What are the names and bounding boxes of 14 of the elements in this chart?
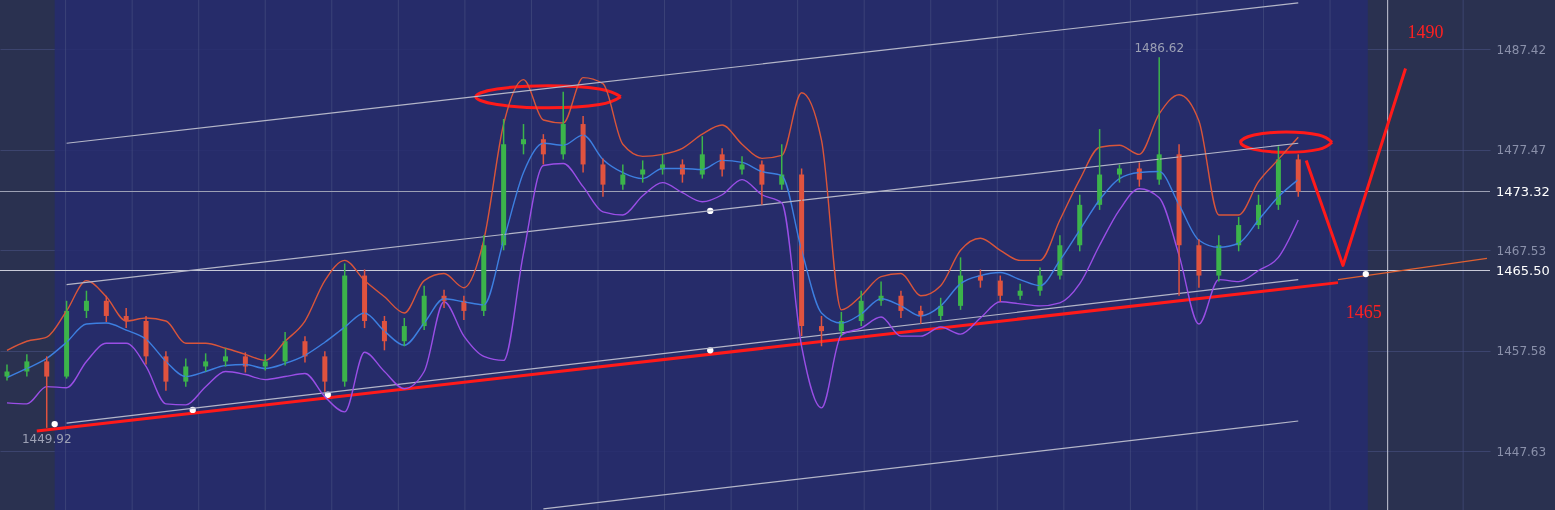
annotation: 1486.62 bbox=[1134, 41, 1185, 56]
candlestick bbox=[640, 159, 646, 184]
ref-line-label: 1473.32 bbox=[1496, 183, 1550, 199]
y-tick-label: 1477.47 bbox=[1496, 143, 1547, 158]
y-tick-label: 1447.63 bbox=[1496, 444, 1547, 459]
ref-line-label: 1465.50 bbox=[1496, 262, 1550, 278]
text: 1465 bbox=[1345, 301, 1382, 322]
candlestick bbox=[1116, 163, 1122, 184]
y-tick-label: 1467.53 bbox=[1496, 243, 1547, 258]
line-series bbox=[6, 162, 1299, 413]
y-tick-label: 1487.42 bbox=[1496, 42, 1547, 57]
y-tick-label: 1457.58 bbox=[1496, 344, 1547, 359]
annotation: 1449.92 bbox=[21, 431, 72, 446]
text: 1490 bbox=[1407, 22, 1444, 43]
